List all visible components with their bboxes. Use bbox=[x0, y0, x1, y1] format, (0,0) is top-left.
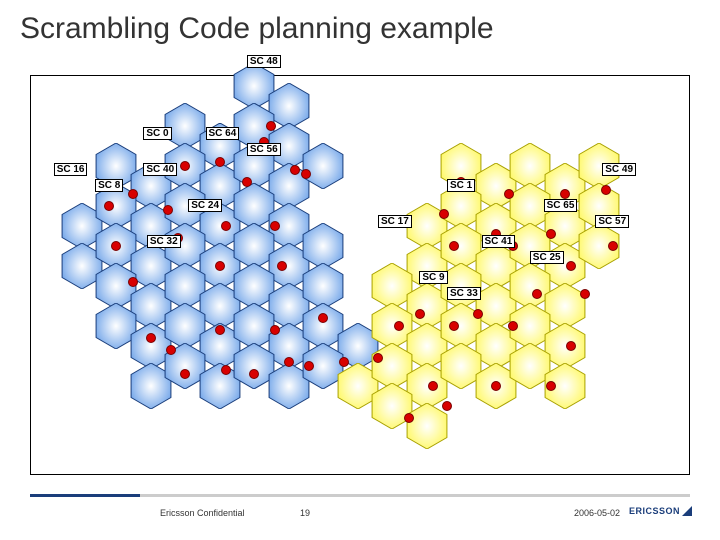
code-point-dot bbox=[270, 325, 280, 335]
logo-mark-icon bbox=[682, 506, 692, 516]
sc-label: SC 8 bbox=[95, 179, 123, 192]
code-point-dot bbox=[180, 369, 190, 379]
code-point-dot bbox=[270, 221, 280, 231]
code-point-dot bbox=[442, 401, 452, 411]
brand-text: ERICSSON bbox=[629, 506, 680, 516]
code-point-dot bbox=[163, 205, 173, 215]
code-point-dot bbox=[301, 169, 311, 179]
code-point-dot bbox=[560, 189, 570, 199]
code-point-dot bbox=[215, 261, 225, 271]
footer-date: 2006-05-02 bbox=[574, 508, 620, 518]
code-point-dot bbox=[546, 229, 556, 239]
code-point-dot bbox=[394, 321, 404, 331]
footer-page: 19 bbox=[300, 508, 310, 518]
code-point-dot bbox=[146, 333, 156, 343]
code-point-dot bbox=[608, 241, 618, 251]
code-point-dot bbox=[284, 357, 294, 367]
code-point-dot bbox=[546, 381, 556, 391]
sc-label: SC 56 bbox=[247, 143, 281, 156]
sc-label: SC 33 bbox=[447, 287, 481, 300]
sc-label: SC 64 bbox=[206, 127, 240, 140]
sc-label: SC 40 bbox=[143, 163, 177, 176]
code-point-dot bbox=[439, 209, 449, 219]
footer-confidential: Ericsson Confidential bbox=[160, 508, 245, 518]
sc-label: SC 32 bbox=[147, 235, 181, 248]
code-point-dot bbox=[339, 357, 349, 367]
code-point-dot bbox=[508, 321, 518, 331]
code-point-dot bbox=[532, 289, 542, 299]
sc-label: SC 25 bbox=[530, 251, 564, 264]
code-point-dot bbox=[491, 381, 501, 391]
sc-label: SC 16 bbox=[54, 163, 88, 176]
code-point-dot bbox=[215, 325, 225, 335]
code-point-dot bbox=[111, 241, 121, 251]
hex-cell bbox=[300, 143, 346, 189]
sc-label: SC 1 bbox=[447, 179, 475, 192]
sc-label: SC 24 bbox=[188, 199, 222, 212]
sc-label: SC 57 bbox=[595, 215, 629, 228]
sc-label: SC 65 bbox=[544, 199, 578, 212]
diagram-frame: SC 48SC 0SC 64SC 16SC 40SC 56SC 49SC 8SC… bbox=[30, 75, 690, 475]
footer-divider bbox=[30, 494, 690, 497]
sc-label: SC 49 bbox=[602, 163, 636, 176]
code-point-dot bbox=[601, 185, 611, 195]
hex-grid: SC 48SC 0SC 64SC 16SC 40SC 56SC 49SC 8SC… bbox=[31, 76, 689, 474]
sc-label: SC 41 bbox=[482, 235, 516, 248]
code-point-dot bbox=[415, 309, 425, 319]
sc-label: SC 48 bbox=[247, 55, 281, 68]
code-point-dot bbox=[215, 157, 225, 167]
code-point-dot bbox=[277, 261, 287, 271]
code-point-dot bbox=[249, 369, 259, 379]
code-point-dot bbox=[318, 313, 328, 323]
brand-logo: ERICSSON bbox=[629, 506, 692, 516]
code-point-dot bbox=[180, 161, 190, 171]
sc-label: SC 17 bbox=[378, 215, 412, 228]
hex-cell bbox=[404, 403, 450, 449]
code-point-dot bbox=[580, 289, 590, 299]
sc-label: SC 0 bbox=[143, 127, 171, 140]
slide-title: Scrambling Code planning example bbox=[20, 12, 494, 46]
sc-label: SC 9 bbox=[419, 271, 447, 284]
